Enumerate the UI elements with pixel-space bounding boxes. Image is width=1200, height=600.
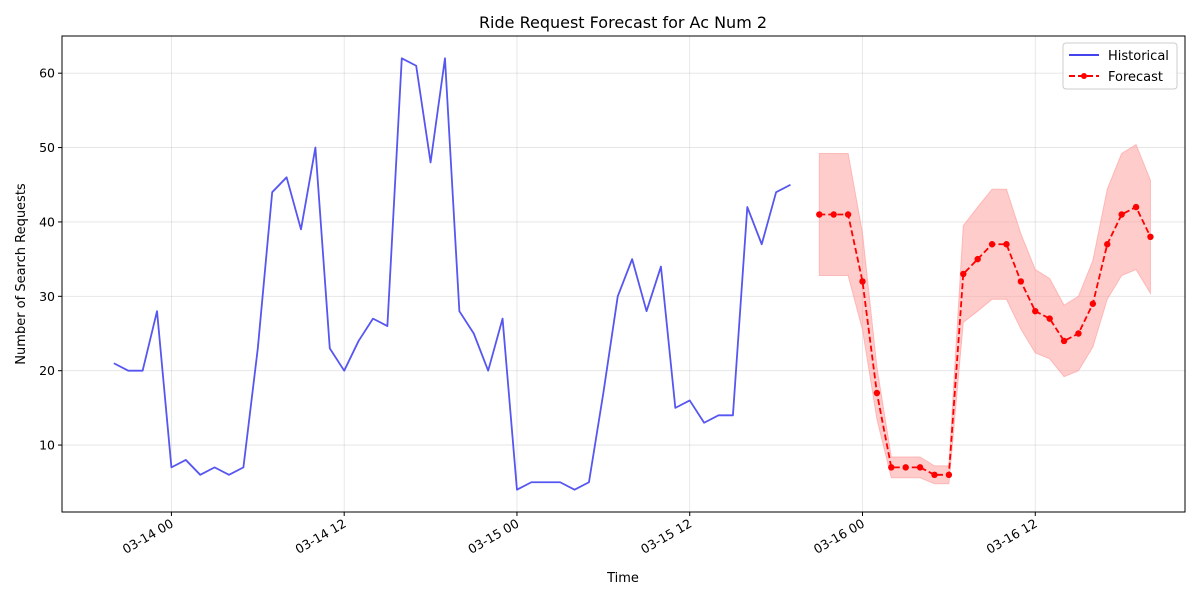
series-lines [113, 57, 1154, 491]
y-tick-label: 30 [39, 289, 55, 304]
forecast-point [1075, 330, 1082, 337]
forecast-point [816, 211, 823, 218]
forecast-point [1017, 278, 1025, 285]
forecast-point [844, 211, 852, 218]
forecast-point [931, 471, 938, 479]
confidence-band-area [818, 143, 1151, 485]
forecast-point [1132, 203, 1140, 211]
forecast-point [1060, 337, 1068, 345]
forecast-point [888, 464, 895, 471]
forecast-point [873, 389, 881, 397]
forecast-point [1089, 300, 1097, 307]
historical-series-line [113, 57, 791, 491]
y-axis-ticks: 10 20 30 40 50 60 [39, 66, 62, 453]
y-axis-label: Number of Search Requests [14, 183, 29, 365]
y-tick-label: 50 [39, 140, 55, 155]
x-tick-label: 03-16 12 [984, 516, 1040, 557]
x-tick-label: 03-15 12 [638, 516, 694, 557]
forecast-point [960, 270, 967, 278]
forecast-point [1118, 211, 1125, 218]
forecast-series-line [819, 206, 1152, 476]
forecast-point [1003, 241, 1010, 248]
y-tick-label: 60 [39, 66, 55, 81]
legend-forecast-label: Forecast [1108, 70, 1163, 85]
forecast-point [830, 211, 837, 218]
chart-title: Ride Request Forecast for Ac Num 2 [479, 13, 767, 32]
x-tick-label: 03-16 00 [811, 516, 867, 557]
y-tick-label: 40 [39, 214, 55, 229]
y-tick-label: 20 [39, 363, 55, 378]
forecast-point [1032, 307, 1039, 315]
x-tick-label: 03-15 00 [465, 516, 521, 557]
forecast-point [1104, 241, 1111, 248]
forecast-point [859, 278, 866, 285]
x-axis-ticks: 03-14 00 03-14 12 03-15 00 03-15 12 03-16 00… [120, 512, 1040, 557]
forecast-point [1147, 233, 1154, 241]
x-tick-label: 03-14 12 [293, 516, 349, 557]
forecast-point [902, 464, 909, 471]
x-tick-label: 03-14 00 [120, 516, 176, 557]
forecast-point [974, 255, 981, 263]
legend: Historical Forecast [1062, 42, 1178, 90]
y-tick-label: 10 [39, 438, 55, 453]
forecast-point [988, 241, 996, 248]
forecast-point [945, 471, 953, 479]
x-axis-label: Time [606, 571, 639, 586]
forecast-point [1046, 315, 1053, 322]
forecast-point [916, 464, 924, 471]
legend-historical-label: Historical [1108, 49, 1169, 64]
plot-frame [61, 35, 1186, 513]
legend-forecast-marker [1081, 73, 1087, 79]
grid [62, 36, 1185, 512]
confidence-band [818, 143, 1151, 485]
